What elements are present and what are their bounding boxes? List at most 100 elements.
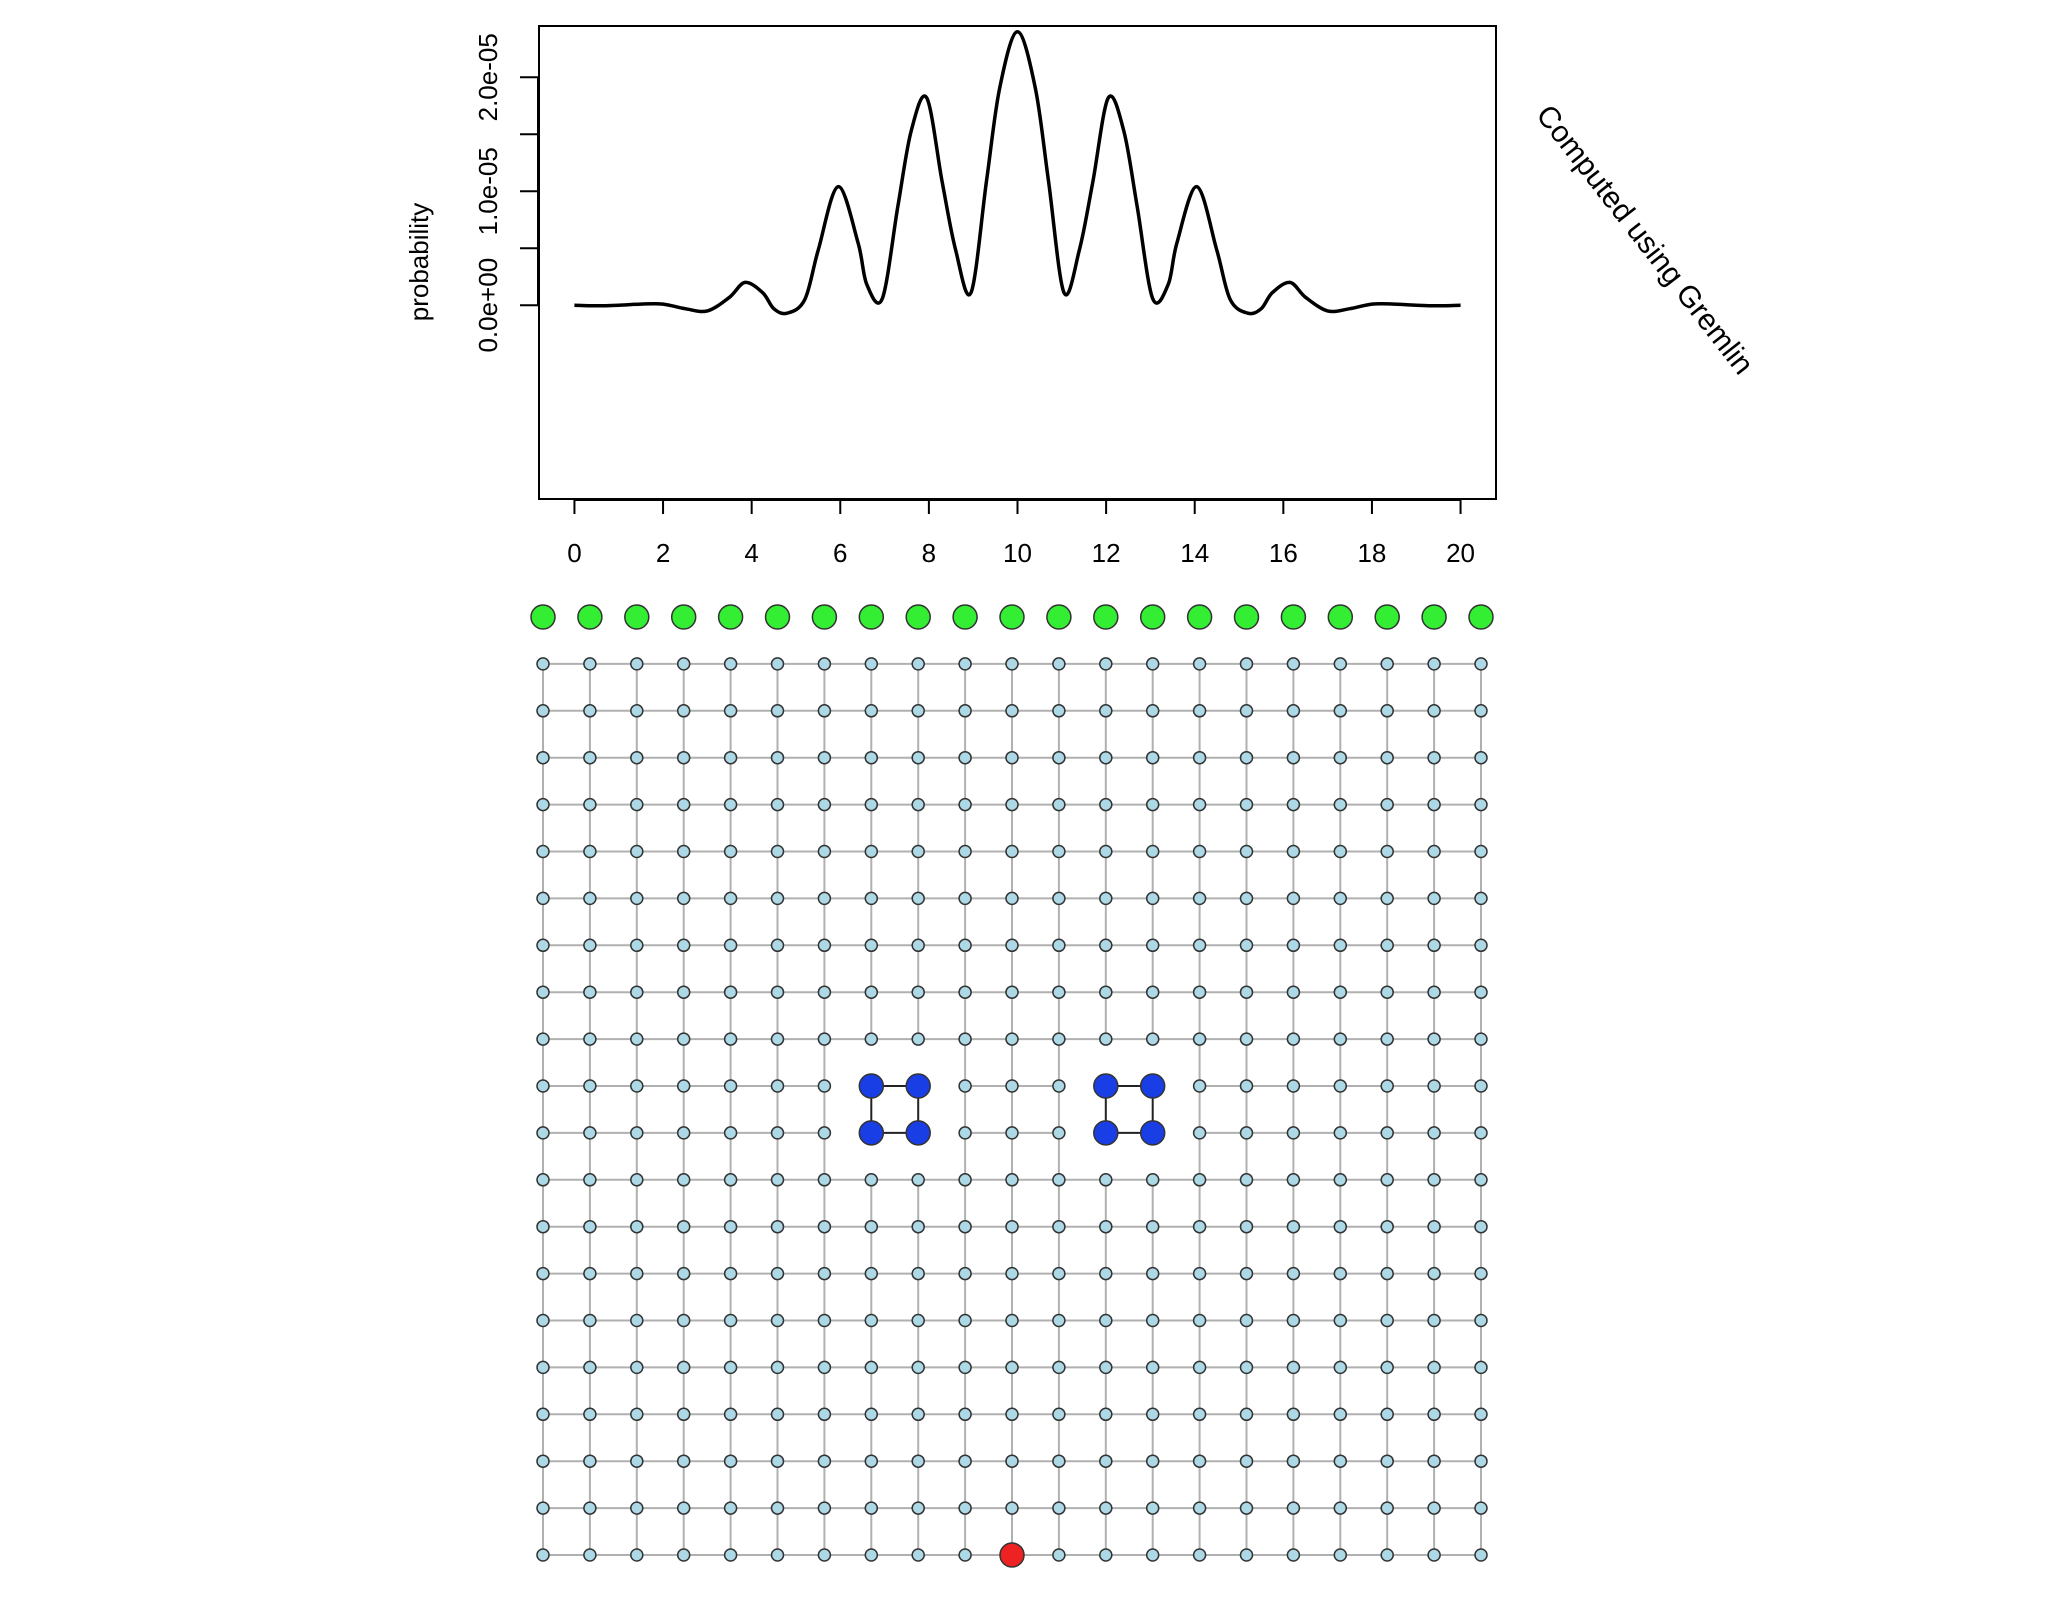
lattice-node <box>958 938 972 953</box>
lattice-node <box>676 938 691 953</box>
green-node <box>1093 604 1119 630</box>
plot-frame <box>538 25 1497 500</box>
y-tick-label: 1.0e-05 <box>473 147 503 235</box>
lattice-node <box>723 844 738 859</box>
lattice-node <box>1380 1032 1394 1046</box>
lattice-node <box>770 1219 785 1234</box>
lattice-node <box>1286 750 1301 765</box>
lattice-node <box>583 1313 597 1328</box>
lattice-node <box>1427 1219 1441 1234</box>
blue-node <box>1139 1120 1166 1146</box>
lattice-node <box>958 891 972 906</box>
lattice-node <box>583 1407 597 1422</box>
lattice-node <box>1145 1407 1160 1422</box>
green-node <box>905 604 931 630</box>
lattice-node <box>1052 985 1066 999</box>
lattice-node <box>630 1032 644 1046</box>
probability-series-line <box>574 29 1461 316</box>
lattice-node <box>1052 1032 1066 1046</box>
lattice-node <box>770 1173 785 1187</box>
lattice-node <box>1286 1501 1301 1515</box>
lattice-node <box>770 985 785 999</box>
lattice-node <box>1052 704 1066 718</box>
lattice-node <box>1192 750 1207 765</box>
lattice-node <box>864 891 879 906</box>
lattice-node <box>770 797 785 812</box>
lattice-node <box>1192 891 1207 906</box>
lattice-node <box>1145 1173 1160 1187</box>
lattice-node <box>1286 657 1301 671</box>
lattice-node <box>1239 1126 1254 1140</box>
lattice-node <box>1380 844 1394 859</box>
lattice-node <box>1239 1079 1254 1093</box>
blue-node <box>1093 1120 1119 1146</box>
lattice-node <box>1474 750 1488 765</box>
lattice-node <box>1192 1032 1207 1046</box>
lattice-node <box>911 891 925 906</box>
lattice-node <box>1192 985 1207 999</box>
lattice-node <box>1333 1126 1348 1140</box>
lattice-node <box>536 1407 550 1422</box>
lattice-node <box>1333 797 1348 812</box>
lattice-node <box>864 1266 879 1281</box>
lattice-node <box>1333 1219 1348 1234</box>
lattice-node <box>723 1313 738 1328</box>
lattice-node <box>1333 1407 1348 1422</box>
lattice-node <box>536 1454 550 1468</box>
lattice-node <box>723 1266 738 1281</box>
lattice-node <box>676 1219 691 1234</box>
lattice-node <box>723 985 738 999</box>
lattice-node <box>1286 938 1301 953</box>
lattice-node <box>1286 891 1301 906</box>
lattice-node <box>1192 1454 1207 1468</box>
lattice-node <box>536 797 550 812</box>
green-node <box>1139 604 1166 630</box>
lattice-node <box>911 750 925 765</box>
lattice-node <box>1099 1501 1113 1515</box>
lattice-node <box>958 750 972 765</box>
x-axis: 0 2 4 6 8 10 12 14 16 18 20 <box>567 499 1475 568</box>
lattice-node <box>630 750 644 765</box>
lattice-node <box>676 1313 691 1328</box>
lattice-node <box>958 1266 972 1281</box>
lattice-node <box>1145 938 1160 953</box>
lattice-node <box>1145 1360 1160 1375</box>
lattice-node <box>1099 1360 1113 1375</box>
lattice-node <box>630 891 644 906</box>
lattice-node <box>583 844 597 859</box>
lattice-node <box>1145 1219 1160 1234</box>
green-node <box>999 604 1025 630</box>
green-node <box>1327 604 1354 630</box>
lattice-node <box>864 1173 879 1187</box>
lattice-node <box>1192 1313 1207 1328</box>
lattice-node <box>1052 891 1066 906</box>
lattice-node <box>1052 657 1066 671</box>
lattice-node <box>1192 1173 1207 1187</box>
lattice-node <box>1239 704 1254 718</box>
lattice-node <box>958 797 972 812</box>
lattice-node <box>630 704 644 718</box>
lattice-node <box>1005 657 1019 671</box>
lattice-node <box>1192 1360 1207 1375</box>
lattice-node <box>1239 1548 1254 1562</box>
lattice-node <box>536 704 550 718</box>
lattice-node <box>1099 891 1113 906</box>
lattice-node <box>1239 1313 1254 1328</box>
lattice-node <box>1145 797 1160 812</box>
lattice-node <box>723 1079 738 1093</box>
lattice-node <box>1145 750 1160 765</box>
lattice-node <box>536 657 550 671</box>
lattice-node <box>1052 938 1066 953</box>
lattice-node <box>911 1266 925 1281</box>
green-node <box>1046 604 1072 630</box>
lattice-node <box>1239 938 1254 953</box>
lattice-node <box>817 1454 832 1468</box>
lattice-node <box>1427 1360 1441 1375</box>
lattice-node <box>1099 704 1113 718</box>
lattice-node <box>583 657 597 671</box>
green-node <box>1468 604 1494 630</box>
lattice-node <box>817 938 832 953</box>
lattice-node <box>1239 750 1254 765</box>
lattice-node <box>1474 657 1488 671</box>
lattice-node <box>817 1360 832 1375</box>
